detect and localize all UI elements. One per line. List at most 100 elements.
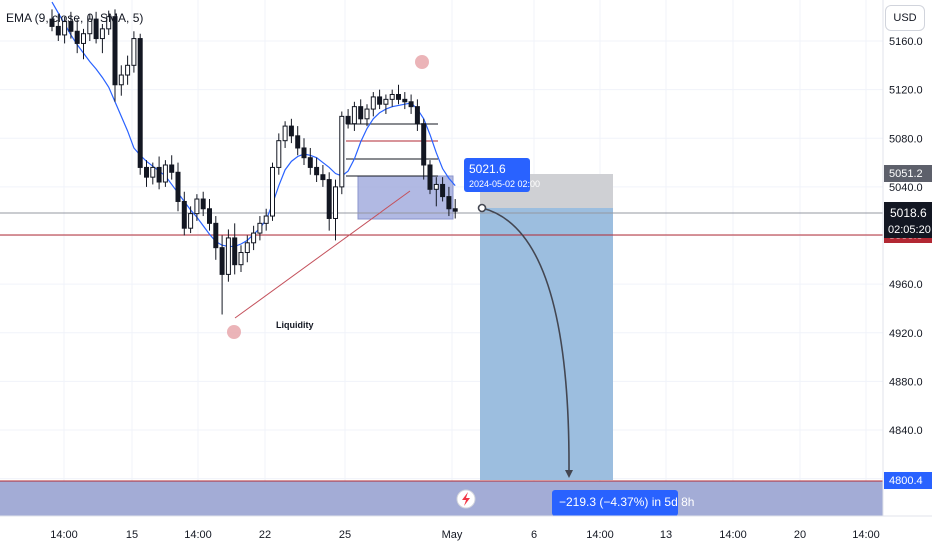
candle-body: [181, 200, 187, 229]
projection-label: −219.3 (−4.37%) in 5d 8h: [559, 495, 694, 509]
candle: [314, 157, 320, 183]
candle-body: [377, 96, 383, 105]
candle-body: [219, 247, 225, 275]
candle-body: [358, 106, 364, 120]
candle-body: [93, 18, 99, 40]
lightning-icon[interactable]: [456, 489, 476, 509]
chart-grid: [0, 0, 883, 516]
candle-body: [207, 208, 212, 224]
candle-body: [339, 115, 345, 188]
candle: [112, 9, 118, 102]
candle: [169, 155, 175, 180]
candle: [55, 14, 61, 41]
candle-body: [383, 98, 389, 105]
candle-body: [125, 64, 131, 76]
candle-body: [446, 196, 452, 210]
projection-label-box: [552, 490, 678, 516]
time-tick-label: 6: [531, 529, 537, 541]
candle-body: [333, 186, 338, 219]
candle: [402, 92, 408, 110]
time-tick-label: 22: [259, 529, 271, 541]
candle: [452, 199, 458, 219]
candle: [377, 89, 383, 110]
candle: [175, 162, 181, 212]
candle: [320, 164, 326, 187]
candle-body: [55, 25, 61, 36]
candle: [131, 31, 137, 73]
candle: [225, 229, 231, 282]
candle: [339, 111, 345, 195]
high-marker[interactable]: [415, 55, 429, 69]
candle: [200, 191, 206, 217]
candle-body: [62, 21, 68, 36]
candle-body: [188, 213, 194, 229]
current-price-text: 5018.6: [890, 206, 927, 220]
candle-body: [440, 183, 446, 198]
projection-start-point[interactable]: [477, 203, 487, 213]
candle: [106, 10, 112, 35]
candle: [137, 33, 143, 175]
candle-series: [49, 9, 458, 315]
box-top-price-text: 5051.2: [889, 168, 923, 180]
candle: [99, 23, 105, 54]
long-position-zone[interactable]: [480, 208, 613, 480]
candle: [144, 160, 149, 187]
candle-body: [169, 164, 175, 173]
candle-body: [238, 252, 244, 266]
candle-body: [200, 198, 206, 210]
candle: [232, 223, 238, 275]
target-price-text: 4800.4: [889, 475, 923, 487]
candle: [427, 160, 433, 195]
price-tick-label: 5040.0: [889, 182, 923, 194]
candle: [162, 160, 168, 187]
candle: [408, 94, 414, 114]
candle: [414, 99, 420, 131]
candle-body: [49, 18, 55, 27]
candle: [307, 147, 313, 175]
currency-button[interactable]: USD: [885, 5, 925, 31]
candle-body: [244, 242, 250, 254]
candle: [446, 186, 452, 217]
projection-arrowhead: [565, 470, 573, 478]
candle-body: [162, 164, 168, 183]
candle-body: [156, 166, 162, 183]
price-tick-label: 5120.0: [889, 85, 923, 97]
countdown-text: 02:05:20: [888, 224, 931, 236]
indicator-legend[interactable]: EMA (9, close, 0, SMA, 5): [6, 11, 144, 25]
time-axis[interactable]: [0, 516, 932, 550]
projection-curve[interactable]: [481, 207, 570, 471]
price-tick-label: 4880.0: [889, 376, 923, 388]
candle-body: [396, 93, 401, 100]
candle: [301, 138, 307, 165]
candle-body: [194, 198, 200, 215]
candle: [251, 225, 257, 251]
current-price-tag: [884, 202, 932, 238]
candle: [81, 28, 86, 60]
candle-body: [301, 147, 307, 159]
price-tick-label: 4920.0: [889, 328, 923, 340]
candle-body: [326, 179, 332, 219]
candle-body: [276, 140, 282, 168]
candle-body: [81, 33, 86, 44]
candle: [156, 156, 162, 190]
candle: [389, 89, 395, 107]
candle: [68, 11, 74, 39]
candle-body: [370, 96, 376, 110]
candle-body: [74, 30, 80, 44]
time-tick-label: 13: [660, 529, 672, 541]
candle: [263, 208, 269, 231]
liquidity-marker[interactable]: [227, 325, 241, 339]
candle: [150, 162, 156, 185]
candle: [194, 194, 200, 221]
candle-body: [307, 157, 313, 168]
candle: [74, 19, 80, 54]
time-tick-label: 25: [339, 529, 351, 541]
candle: [295, 126, 301, 156]
candle-body: [137, 38, 143, 168]
liquidity-trendline[interactable]: [234, 190, 411, 319]
price-axis[interactable]: [883, 0, 932, 516]
time-tick-label: 14:00: [586, 529, 614, 541]
candle: [238, 245, 244, 272]
candle-body: [314, 166, 320, 176]
